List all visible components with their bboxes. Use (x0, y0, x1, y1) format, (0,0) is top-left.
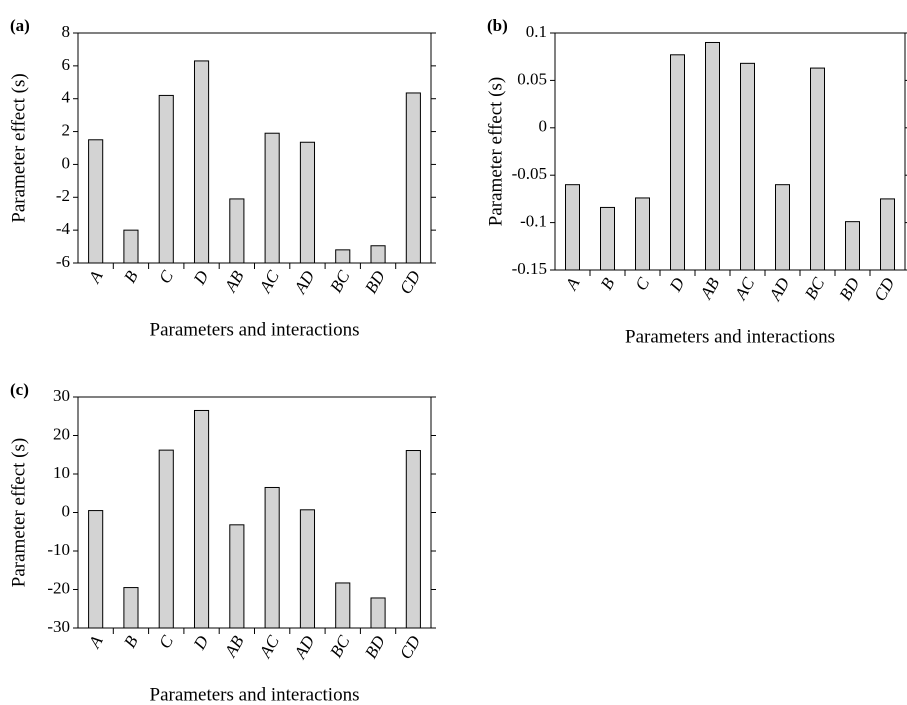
bar (335, 249, 351, 264)
y-tick-label: -4 (56, 219, 71, 238)
panel-label: (a) (10, 16, 30, 35)
bar (88, 139, 104, 264)
x-tick-label: A (561, 274, 583, 294)
y-axis-label: Parameter effect (s) (8, 438, 29, 587)
y-tick-label: -30 (47, 617, 70, 636)
bar (299, 141, 316, 264)
bar (229, 198, 245, 264)
bar (740, 62, 755, 271)
x-tick-label: CD (396, 267, 425, 298)
bar (405, 92, 421, 264)
x-axis-label: Parameters and interactions (150, 684, 360, 705)
x-tick-label: C (631, 274, 653, 294)
plot-frame (77, 32, 432, 264)
y-tick-label: 6 (62, 55, 71, 74)
plot-frame (554, 32, 906, 271)
x-tick-label: AC (255, 632, 283, 662)
bar (600, 206, 615, 271)
x-tick-label: A (84, 632, 106, 652)
x-tick-label: BD (361, 632, 389, 662)
x-tick-label: AB (220, 267, 248, 296)
y-tick-label: -6 (56, 252, 70, 271)
x-tick-label: AD (765, 274, 794, 305)
y-tick-label: 30 (53, 386, 70, 405)
y-tick-label: 20 (53, 424, 70, 443)
bar (264, 132, 280, 264)
x-tick-label: AC (731, 274, 759, 304)
x-tick-label: AD (290, 267, 319, 298)
y-tick-label: 0.05 (517, 69, 547, 88)
y-axis-label: Parameter effect (s) (8, 73, 29, 222)
x-tick-label: D (189, 267, 212, 289)
x-tick-label: C (155, 267, 177, 287)
y-tick-label: 0 (62, 501, 71, 520)
x-axis-label: Parameters and interactions (625, 326, 835, 347)
y-tick-label: 0.1 (526, 22, 547, 41)
bar (565, 184, 580, 271)
bar (229, 524, 245, 629)
x-tick-label: CD (870, 274, 899, 305)
bar (845, 221, 860, 271)
plot-frame (77, 396, 432, 629)
x-tick-label: AD (290, 632, 319, 663)
y-tick-label: -0.15 (512, 259, 547, 278)
x-tick-label: B (120, 267, 142, 286)
bar (88, 510, 104, 629)
bar (123, 229, 139, 264)
x-tick-label: AB (696, 274, 724, 303)
y-tick-label: 8 (62, 22, 71, 41)
y-tick-label: 10 (53, 463, 70, 482)
y-tick-label: 0 (62, 153, 71, 172)
x-tick-label: AC (255, 267, 283, 297)
bar (405, 450, 421, 629)
x-tick-label: D (189, 632, 212, 654)
panel-label: (b) (487, 16, 508, 35)
x-tick-label: BC (326, 632, 354, 661)
x-tick-label: BC (801, 274, 829, 303)
y-tick-label: 0 (539, 117, 548, 136)
bar (370, 245, 386, 264)
bar (193, 409, 210, 629)
y-axis-label: Parameter effect (s) (485, 77, 506, 226)
bar (370, 597, 386, 629)
y-tick-label: -2 (56, 186, 70, 205)
bar (158, 449, 174, 629)
x-tick-label: D (665, 274, 688, 296)
bar (880, 198, 895, 271)
x-tick-label: C (155, 632, 177, 652)
bar (193, 60, 210, 264)
bar (264, 486, 280, 629)
bar (335, 582, 351, 629)
bar (158, 94, 174, 264)
x-axis-label: Parameters and interactions (150, 319, 360, 340)
bar (123, 587, 139, 629)
y-tick-label: 4 (62, 88, 71, 107)
bar (299, 509, 316, 629)
y-tick-label: -20 (47, 578, 70, 597)
bar (635, 197, 650, 271)
panel-label: (c) (10, 380, 29, 399)
y-tick-label: -10 (47, 540, 70, 559)
x-tick-label: AB (220, 632, 248, 661)
bar (670, 54, 685, 271)
x-tick-label: B (120, 632, 142, 651)
x-tick-label: B (597, 274, 619, 293)
x-tick-label: A (84, 267, 106, 287)
x-tick-label: CD (396, 632, 425, 663)
y-tick-label: -0.05 (512, 164, 547, 183)
y-tick-label: 2 (62, 120, 71, 139)
x-tick-label: BD (836, 274, 864, 304)
x-tick-label: BD (361, 267, 389, 297)
bar (810, 67, 825, 271)
bar (705, 41, 720, 271)
y-tick-label: -0.1 (520, 212, 547, 231)
bar (775, 184, 790, 271)
x-tick-label: BC (326, 267, 354, 296)
